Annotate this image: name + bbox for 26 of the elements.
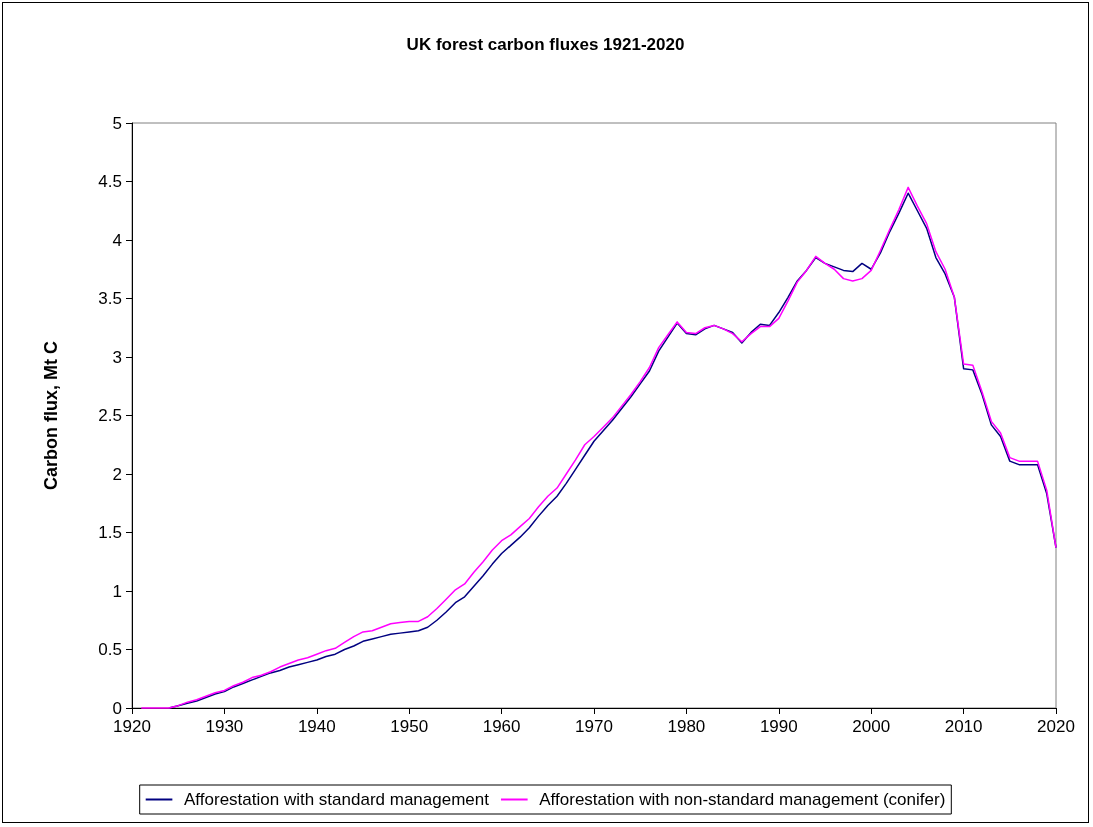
x-tick-label: 2010 [944,717,983,736]
y-axis-title: Carbon flux, Mt C [41,341,61,490]
y-tick-label: 5 [112,113,122,133]
y-tick-label: 1.5 [98,523,122,542]
x-tick-label: 1980 [667,717,706,736]
y-tick-label: 3.5 [98,289,122,308]
y-tick-label: 0.5 [98,640,122,659]
x-tick-label: 2020 [1037,717,1075,736]
x-tick-label: 1920 [113,717,151,736]
x-tick-label: 1990 [759,717,798,736]
legend-label: Afforestation with standard management [184,790,490,809]
y-tick-label: 2.5 [98,406,122,425]
x-tick-label: 1940 [297,717,336,736]
x-tick-label: 1930 [205,717,244,736]
y-tick-label: 4 [112,230,122,250]
legend-label: Afforestation with non-standard management (conifer) [539,790,946,809]
y-tick-label: 0 [112,698,122,718]
x-tick-label: 1970 [575,717,613,736]
x-tick-label: 1960 [482,717,521,736]
y-tick-label: 3 [112,347,122,367]
y-tick-label: 2 [112,464,122,484]
y-tick-label: 1 [112,581,122,601]
chart-title: UK forest carbon fluxes 1921-2020 [406,35,685,54]
x-tick-label: 2000 [852,717,891,736]
y-tick-label: 4.5 [98,172,122,191]
x-tick-label: 1950 [390,717,429,736]
